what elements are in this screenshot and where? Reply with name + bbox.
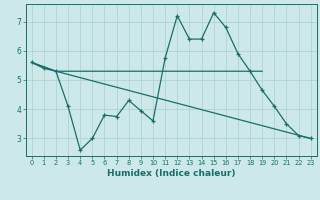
X-axis label: Humidex (Indice chaleur): Humidex (Indice chaleur) bbox=[107, 169, 236, 178]
